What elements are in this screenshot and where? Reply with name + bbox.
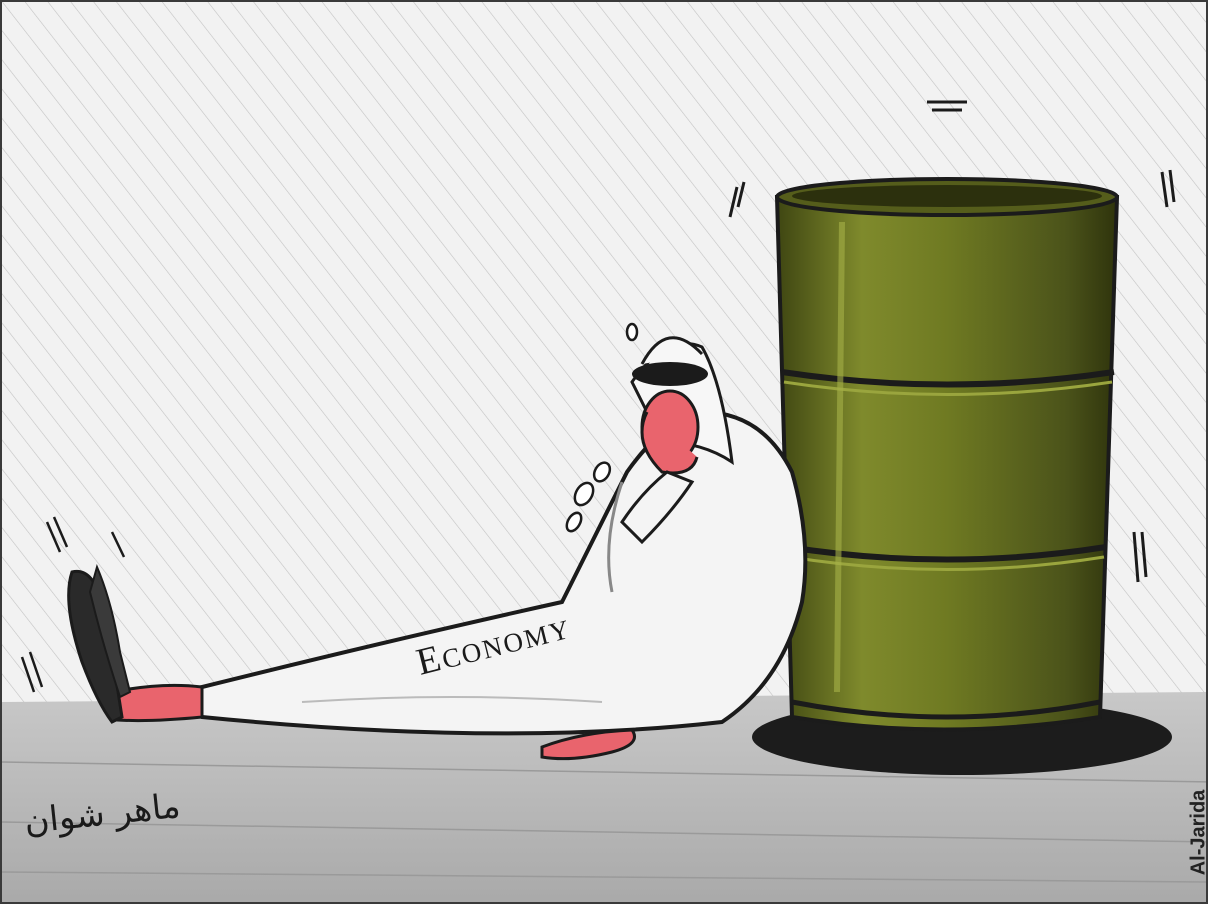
shake-lines <box>728 100 1176 583</box>
crying-man-figure <box>67 336 808 761</box>
tear-drops <box>565 322 639 533</box>
publication-credit: Al-Jarida <box>1187 789 1208 876</box>
oil-barrel-icon <box>774 177 1120 732</box>
foot-shake-lines <box>20 516 126 693</box>
